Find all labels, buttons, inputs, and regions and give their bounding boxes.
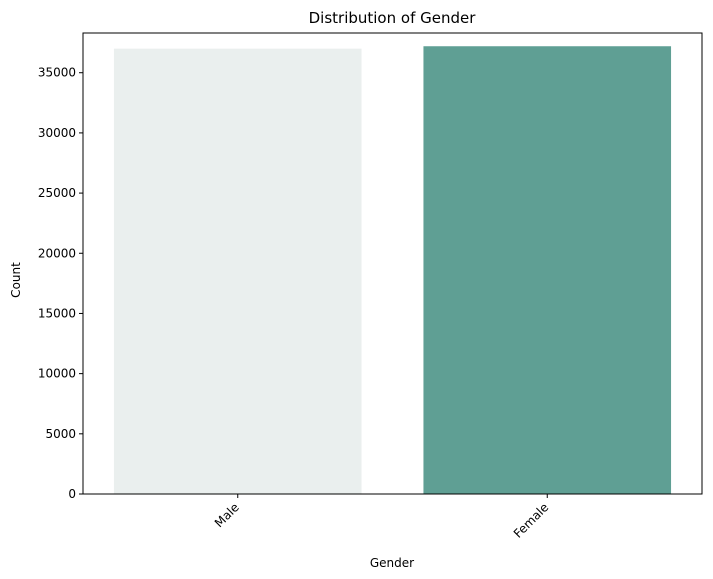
- x-axis-label: Gender: [370, 556, 414, 570]
- plot-frame: [82, 32, 703, 495]
- y-tick-label: 35000: [38, 66, 76, 80]
- y-tick-label: 15000: [38, 306, 76, 320]
- y-tick-label: 0: [68, 487, 76, 501]
- y-tick-label: 20000: [38, 246, 76, 260]
- chart-title: Distribution of Gender: [309, 9, 477, 27]
- y-tick-label: 25000: [38, 186, 76, 200]
- y-tick-label: 30000: [38, 126, 76, 140]
- x-tick-label: Male: [212, 500, 242, 530]
- bar-male: [113, 48, 362, 494]
- x-axis: Male Female: [212, 494, 552, 541]
- bar-female: [423, 46, 672, 495]
- y-tick-label: 5000: [45, 427, 76, 441]
- y-tick-label: 10000: [38, 367, 76, 381]
- y-axis: 0 5000 10000 15000 20000 25000 30000 35000: [38, 66, 83, 501]
- x-tick-label: Female: [511, 500, 552, 541]
- y-axis-label: Count: [9, 262, 23, 298]
- bars-group: [113, 46, 672, 495]
